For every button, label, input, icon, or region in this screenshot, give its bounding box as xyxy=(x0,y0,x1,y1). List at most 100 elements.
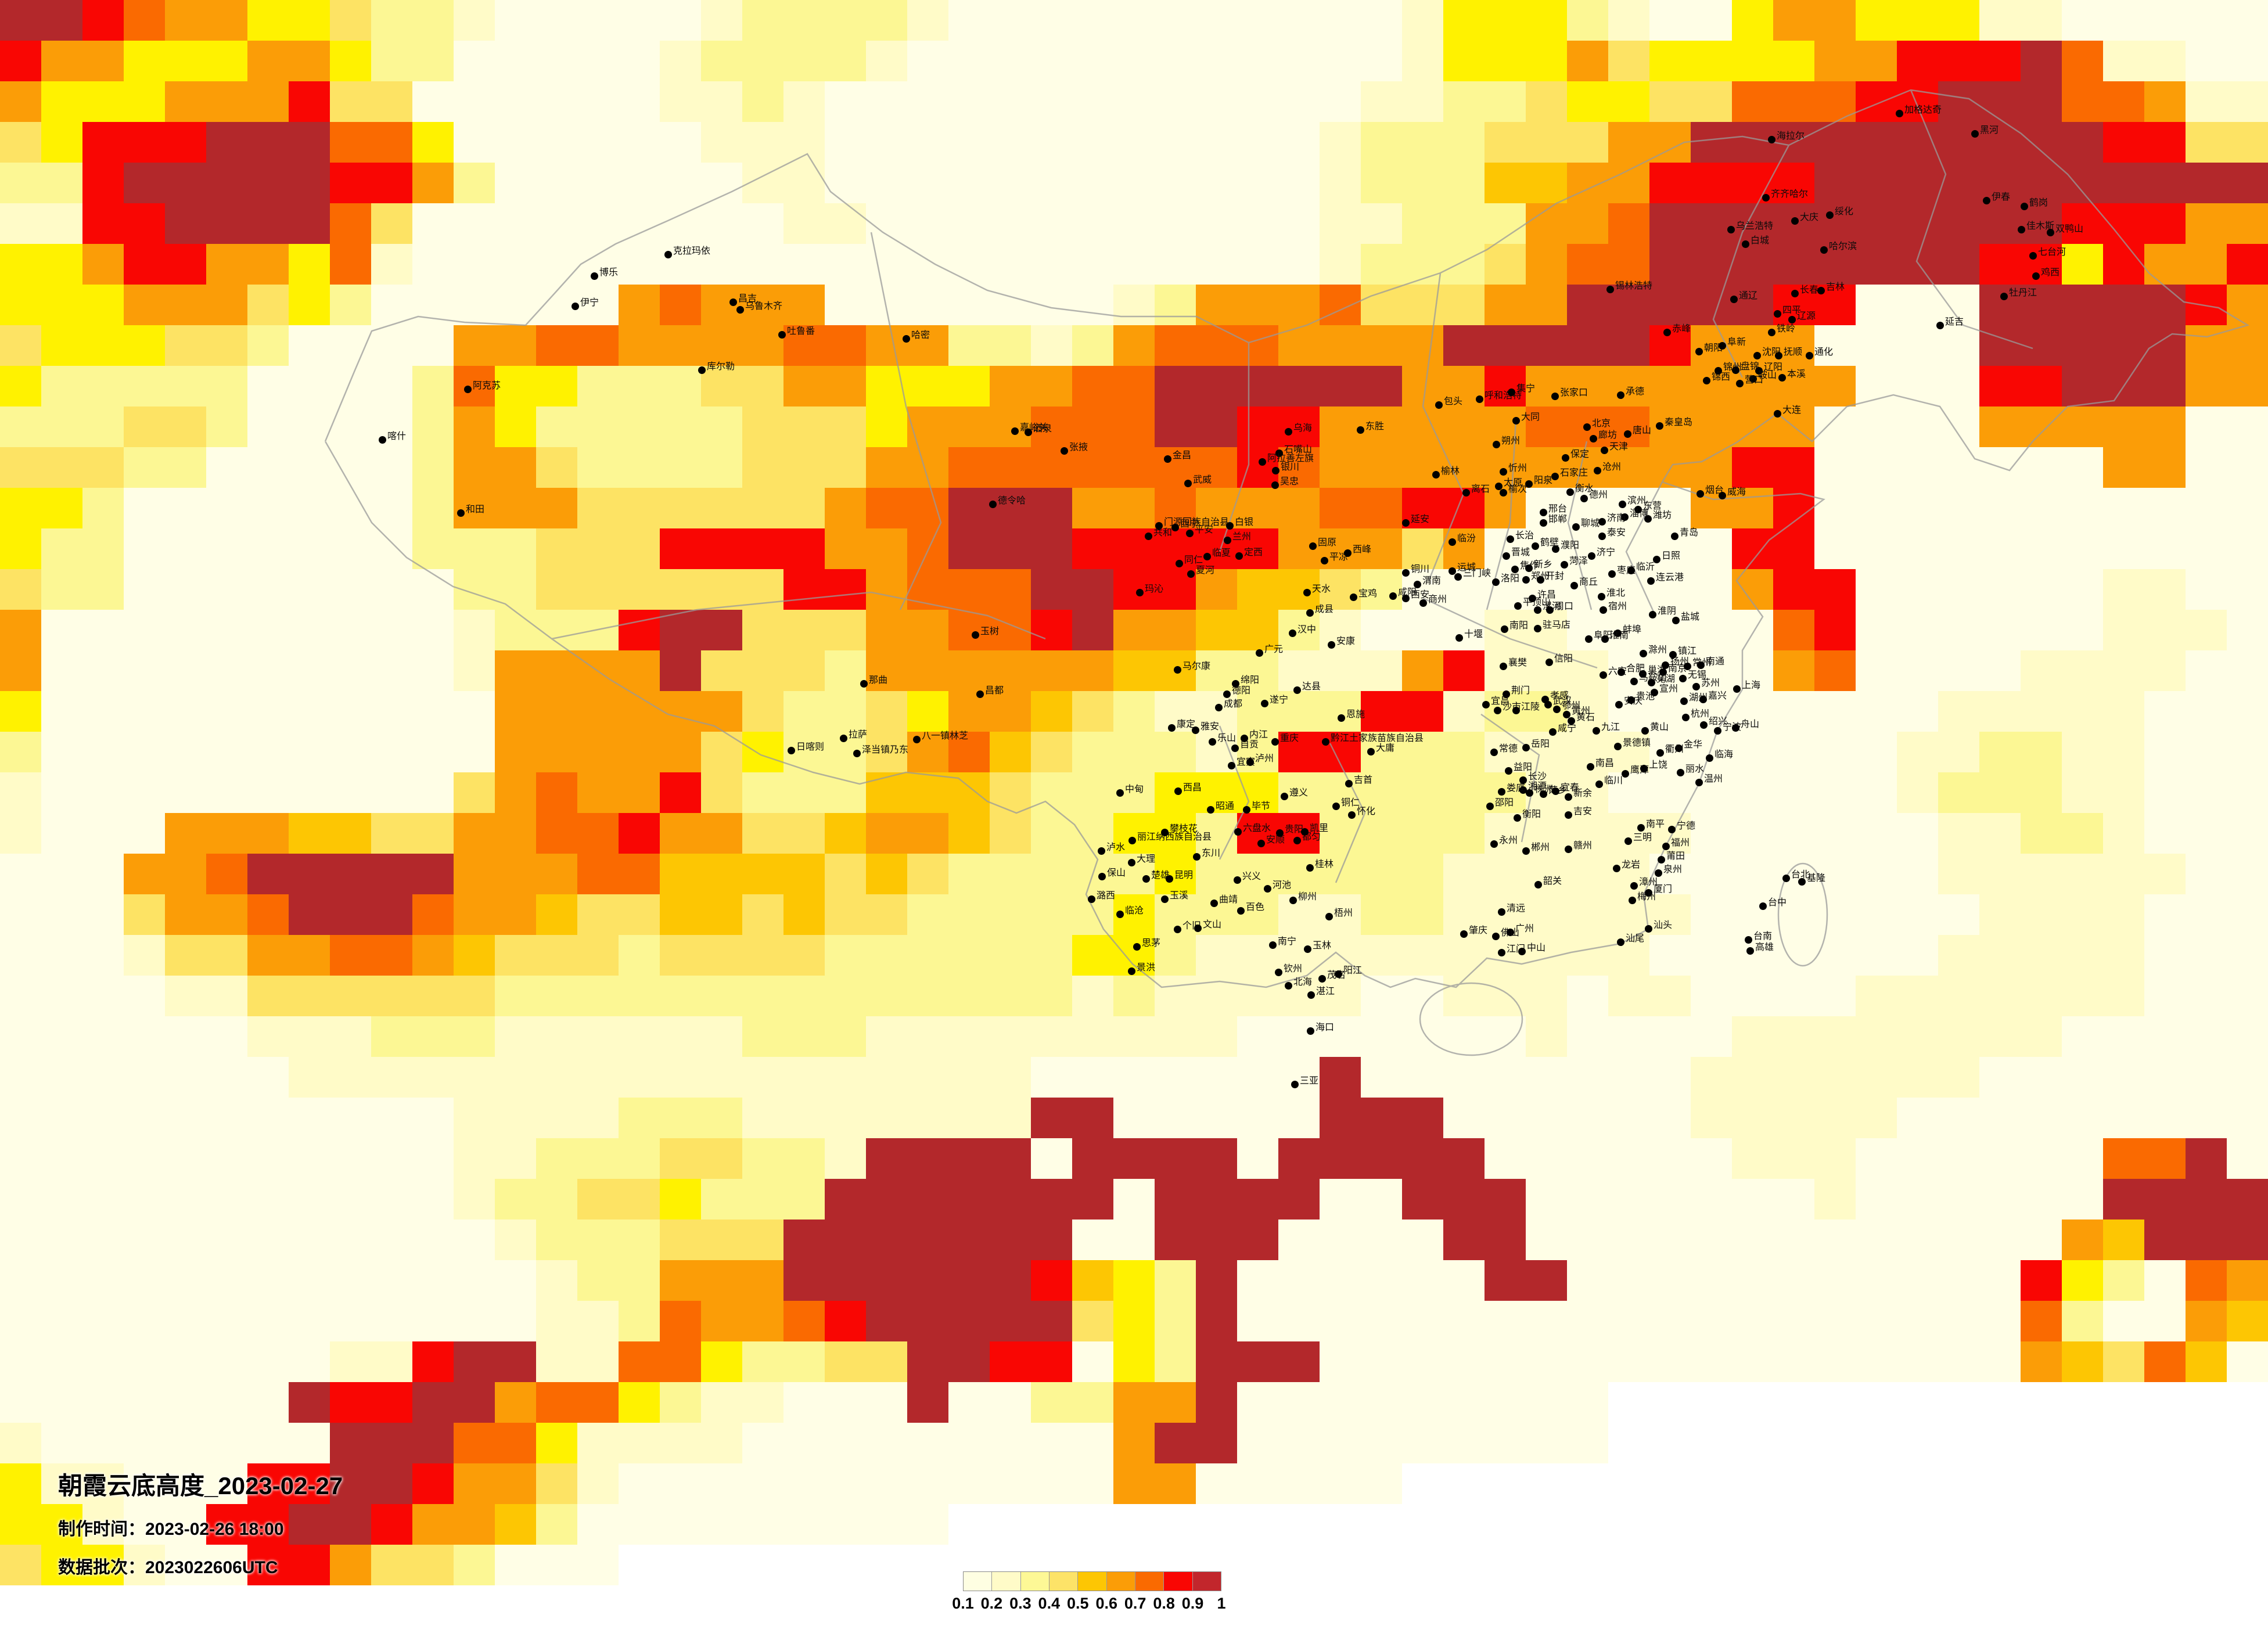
city-dot xyxy=(1595,780,1603,788)
grid-cell xyxy=(289,41,330,81)
city-dot xyxy=(1128,967,1135,975)
city-dot xyxy=(1526,789,1533,797)
city-dot xyxy=(591,272,598,280)
city-label: 杭州 xyxy=(1691,709,1710,719)
grid-cell xyxy=(660,0,701,41)
city-label: 唐山 xyxy=(1633,426,1652,436)
grid-cell xyxy=(1691,0,1732,41)
city-label: 福州 xyxy=(1671,838,1690,848)
grid-cell xyxy=(825,0,866,41)
city-label: 贵池 xyxy=(1636,692,1655,702)
city-label: 大庆 xyxy=(1800,213,1819,222)
grid-cell xyxy=(1608,41,1649,81)
city-label: 乐山 xyxy=(1217,733,1237,743)
city-dot xyxy=(1133,943,1141,951)
grid-cell xyxy=(2103,0,2144,41)
city-label: 泸水 xyxy=(1106,843,1126,852)
city-dot xyxy=(913,736,921,743)
legend-tick-label: 0.8 xyxy=(1153,1595,1175,1612)
city-label: 泸州 xyxy=(1255,754,1274,764)
grid-cell xyxy=(990,81,1031,122)
city-dot xyxy=(1448,538,1456,546)
city-label: 固原 xyxy=(1318,538,1337,548)
grid-cell xyxy=(1155,81,1196,122)
grid-cell xyxy=(866,41,907,81)
grid-cell xyxy=(1196,41,1237,81)
city-label: 钦州 xyxy=(1284,964,1303,974)
city-dot xyxy=(1549,728,1557,736)
city-dot xyxy=(1540,790,1547,798)
grid-cell xyxy=(330,0,371,41)
city-dot xyxy=(1256,649,1263,657)
color-legend: 0.1 0.2 0.3 0.4 0.5 0.6 0.7 0.8 0.9 1 xyxy=(952,1571,1226,1614)
city-label: 天津 xyxy=(1609,442,1629,452)
grid-cell xyxy=(165,0,206,41)
city-dot xyxy=(1719,492,1726,499)
grid-cell xyxy=(2227,41,2268,81)
city-dot xyxy=(1552,787,1559,795)
city-dot xyxy=(1697,661,1705,669)
city-dot xyxy=(1215,704,1223,711)
city-dot xyxy=(903,335,910,343)
city-dot xyxy=(1570,582,1578,589)
grid-cell xyxy=(1938,41,1979,81)
city-dot xyxy=(1498,949,1505,956)
grid-cell xyxy=(948,41,990,81)
city-label: 张掖 xyxy=(1069,443,1088,452)
city-label: 苏州 xyxy=(1701,678,1720,688)
city-label: 南阳 xyxy=(1509,621,1529,631)
city-dot xyxy=(1128,859,1135,866)
city-label: 长春 xyxy=(1800,285,1819,295)
city-dot xyxy=(788,747,795,754)
city-dot xyxy=(1332,803,1340,810)
city-label: 海口 xyxy=(1315,1023,1335,1033)
city-label: 内江 xyxy=(1249,730,1268,740)
city-label: 阿克苏 xyxy=(473,381,501,391)
grid-cell xyxy=(0,0,41,41)
grid-cell xyxy=(1361,41,1402,81)
grid-cell xyxy=(536,0,577,41)
city-label: 日喀则 xyxy=(796,742,825,752)
batch-value: 2023022606UTC xyxy=(145,1558,278,1577)
city-label: 成都 xyxy=(1224,699,1243,709)
city-dot xyxy=(1619,501,1626,508)
city-dot xyxy=(1672,617,1680,624)
city-label: 金昌 xyxy=(1173,451,1192,461)
grid-cell xyxy=(165,81,206,122)
city-label: 东川 xyxy=(1202,848,1221,858)
grid-cell xyxy=(82,0,124,41)
made-time-value: 2023-02-26 18:00 xyxy=(145,1520,284,1539)
city-label: 驻马店 xyxy=(1543,620,1571,630)
city-dot xyxy=(1817,287,1825,294)
city-label: 喀什 xyxy=(387,431,407,441)
city-label: 嘉兴 xyxy=(1708,691,1727,701)
city-dot xyxy=(1644,515,1652,523)
city-label: 汕尾 xyxy=(1626,934,1645,944)
grid-cell xyxy=(907,41,948,81)
grid-cell xyxy=(1278,41,1320,81)
city-dot xyxy=(2047,229,2054,236)
city-label: 台中 xyxy=(1768,898,1787,908)
city-dot xyxy=(1367,748,1375,756)
city-label: 文山 xyxy=(1203,920,1222,930)
grid-cell xyxy=(1649,81,1691,122)
grid-cell xyxy=(206,81,247,122)
city-label: 拉萨 xyxy=(849,730,868,740)
city-dot xyxy=(1226,522,1234,530)
city-dot xyxy=(1617,391,1624,399)
city-label: 承德 xyxy=(1626,387,1645,397)
city-dot xyxy=(1494,707,1501,714)
city-label: 衡阳 xyxy=(1522,810,1541,819)
grid-cell xyxy=(1732,81,1773,122)
city-label: 重庆 xyxy=(1280,733,1299,743)
grid-cell xyxy=(619,0,660,41)
city-label: 大同 xyxy=(1521,412,1540,422)
city-label: 哈密 xyxy=(911,330,930,340)
city-dot xyxy=(1936,322,1944,329)
city-dot xyxy=(1512,707,1520,714)
grid-cell xyxy=(907,0,948,41)
city-dot xyxy=(1742,240,1749,248)
city-label: 阳江 xyxy=(1343,966,1363,976)
city-dot xyxy=(1732,724,1739,732)
city-dot xyxy=(1645,925,1652,933)
